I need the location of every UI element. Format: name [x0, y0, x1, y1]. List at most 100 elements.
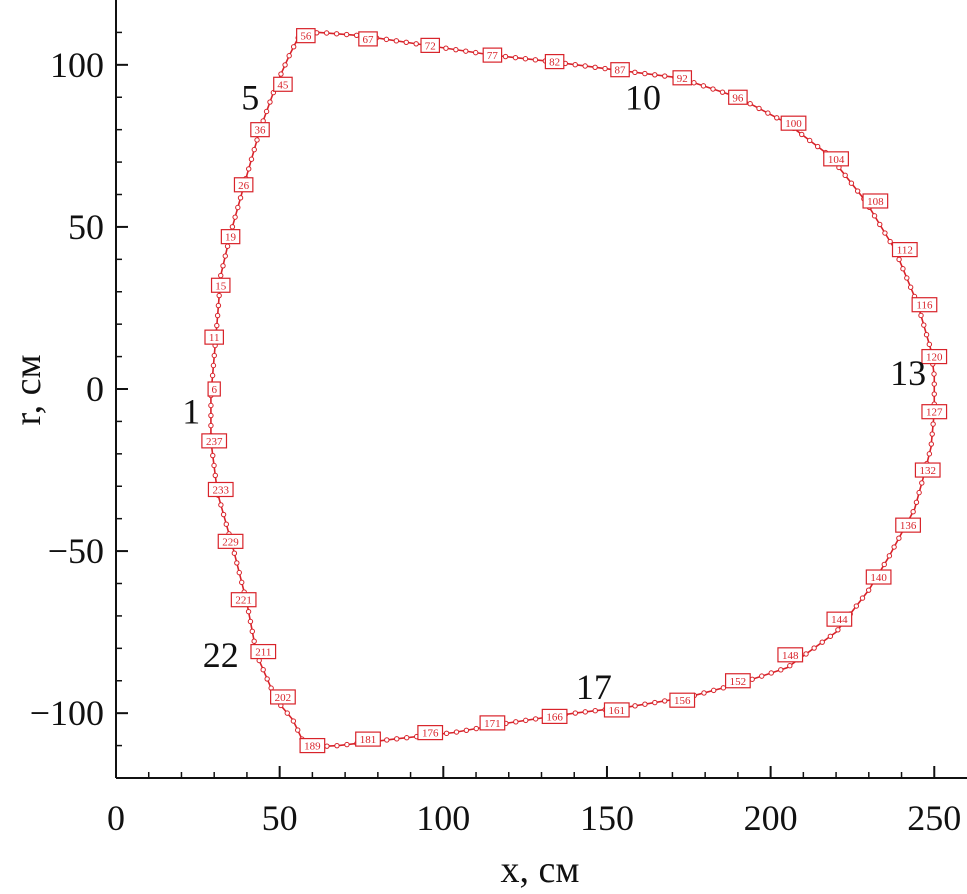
point-label: 116 [911, 297, 938, 313]
contour-node [662, 73, 668, 79]
point-label-text: 82 [549, 57, 560, 69]
point-label-text: 233 [212, 484, 229, 496]
point-label: 96 [728, 89, 748, 105]
point-label-text: 96 [732, 92, 744, 104]
point-label: 100 [780, 115, 807, 131]
contour-node [768, 670, 774, 676]
contour-node [929, 431, 935, 437]
contour-node [859, 595, 866, 601]
point-label-text: 116 [916, 300, 933, 312]
x-tick-label: 200 [744, 798, 798, 838]
point-label: 127 [921, 404, 948, 420]
contour-node [819, 639, 825, 645]
contour-node [923, 332, 930, 338]
contour-node [267, 99, 273, 105]
point-label-box [891, 242, 918, 258]
point-label-box [780, 115, 807, 131]
contour-node [502, 53, 509, 60]
point-labels: 6 11 15 19 26 36 45 56 67 72 77 82 87 92 96 100 104 108 11… [201, 28, 948, 754]
contour-node [278, 71, 284, 77]
point-label-box [921, 348, 948, 365]
contour-node [224, 243, 231, 249]
point-label-box [895, 517, 921, 533]
point-label: 237 [201, 433, 228, 449]
x-tick-label: 250 [907, 798, 961, 838]
contour-node [926, 341, 933, 348]
contour-node [896, 535, 902, 541]
point-label-text: 87 [615, 65, 627, 77]
contour-node [384, 737, 390, 743]
contour-node [652, 72, 658, 78]
point-label-text: 176 [422, 728, 439, 740]
point-label-box [603, 702, 630, 718]
point-label: 221 [230, 592, 257, 608]
point-label-text: 67 [363, 34, 375, 46]
contour-node [214, 312, 221, 319]
contour-node [234, 560, 240, 566]
point-label-text: 229 [222, 536, 239, 548]
contour-node [220, 511, 227, 518]
contour-node [853, 603, 860, 609]
contour-node [211, 462, 217, 469]
contour-node [835, 627, 841, 633]
contour-node [931, 391, 937, 397]
point-label-box [217, 533, 244, 549]
point-label-box [544, 53, 565, 70]
y-tick-label: −50 [48, 531, 104, 571]
point-label: 136 [895, 517, 921, 533]
point-label-text: 11 [209, 332, 220, 344]
contour-node [324, 743, 330, 749]
contour-node [210, 452, 216, 459]
point-label-box [358, 31, 378, 47]
point-label-text: 19 [225, 232, 237, 244]
contour-node [582, 709, 588, 715]
point-label: 6 [207, 381, 221, 397]
contour-node [904, 275, 910, 281]
contour-node [473, 725, 479, 732]
x-tick-label: 0 [107, 798, 125, 838]
contour-node [592, 708, 598, 714]
segment-number: 17 [576, 667, 612, 707]
point-label: 161 [603, 702, 630, 718]
point-label-box [865, 569, 892, 585]
contour-node [522, 56, 529, 62]
point-label-box [482, 47, 503, 63]
contour-node [246, 166, 252, 172]
contour-node [216, 292, 222, 299]
contour-node [290, 718, 297, 724]
x-tick-label: 50 [262, 798, 298, 838]
contour-node [900, 266, 906, 272]
y-tick-label: 100 [50, 45, 104, 85]
point-label-text: 161 [609, 705, 626, 717]
contour-node [210, 362, 217, 369]
contour-node [394, 736, 400, 742]
point-label: 36 [250, 122, 270, 138]
contour-node [632, 69, 638, 76]
contour-node [881, 561, 887, 568]
contour-node [848, 180, 855, 186]
point-label-text: 156 [674, 695, 691, 707]
contour-node [572, 62, 578, 68]
point-label-box [273, 76, 293, 92]
contour-node [333, 31, 340, 37]
point-label-text: 72 [425, 40, 436, 52]
contour-node [919, 480, 925, 486]
point-label: 104 [823, 151, 849, 167]
contour-node [701, 690, 707, 696]
contour-node [806, 137, 813, 144]
contour-node [463, 48, 469, 54]
point-label: 176 [417, 725, 444, 741]
contour-node [232, 214, 238, 220]
point-label-box [230, 592, 257, 608]
contour-node [208, 412, 214, 419]
contour-node [787, 663, 793, 669]
point-label-box [355, 731, 381, 747]
y-tick-label: −100 [30, 693, 104, 733]
point-label-box [724, 673, 751, 689]
point-label-text: 127 [926, 407, 943, 419]
contour-node [756, 105, 762, 112]
x-tick-label: 100 [416, 798, 470, 838]
contour-node [803, 651, 809, 657]
contour-node [865, 587, 872, 593]
point-label-text: 171 [484, 718, 501, 730]
